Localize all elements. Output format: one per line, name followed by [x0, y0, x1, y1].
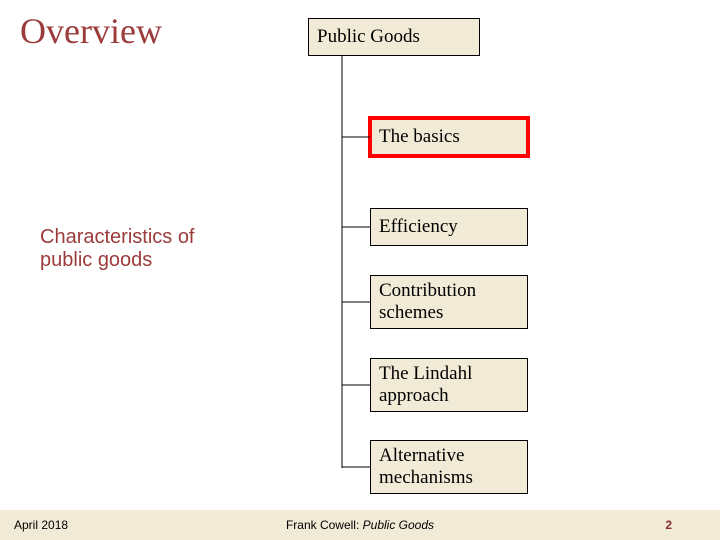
child-box: Alternative mechanisms [370, 440, 528, 494]
footer: April 2018 Frank Cowell: Public Goods 2 [0, 510, 720, 540]
child-box: Efficiency [370, 208, 528, 246]
footer-topic: Public Goods [363, 518, 434, 532]
footer-attribution: Frank Cowell: Public Goods [0, 518, 720, 532]
footer-author: Frank Cowell: [286, 518, 359, 532]
child-box-label: Alternative mechanisms [379, 445, 519, 489]
root-box-label: Public Goods [317, 26, 420, 48]
child-box: Contribution schemes [370, 275, 528, 329]
child-box-label: Efficiency [379, 216, 458, 238]
child-box-label: The Lindahl approach [379, 363, 519, 407]
child-box: The Lindahl approach [370, 358, 528, 412]
slide-title: Overview [20, 10, 162, 52]
slide-subtitle: Characteristics of public goods [40, 226, 240, 272]
child-box-label: The basics [379, 126, 460, 148]
slide: Overview Characteristics of public goods… [0, 0, 720, 540]
child-box: The basics [370, 118, 528, 156]
root-box: Public Goods [308, 18, 480, 56]
footer-page-number: 2 [665, 518, 672, 532]
child-box-label: Contribution schemes [379, 280, 519, 324]
